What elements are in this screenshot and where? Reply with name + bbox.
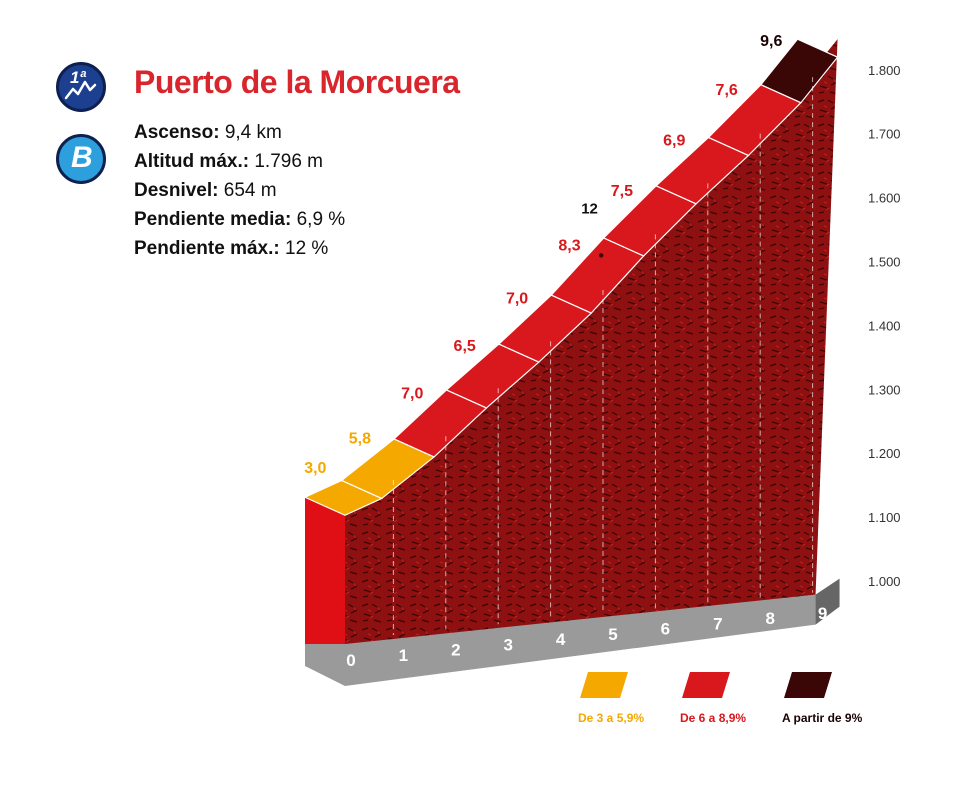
max-gradient-label: 12 xyxy=(581,200,598,217)
km-tick-label-5: 5 xyxy=(608,625,617,644)
gradient-label-4: 7,0 xyxy=(506,291,528,308)
legend-swatch-medium xyxy=(682,672,730,698)
elevation-tick-label-1.600: 1.600 xyxy=(868,191,901,206)
km-tick-label-8: 8 xyxy=(765,609,774,628)
km-tick-label-9: 9 xyxy=(818,604,827,623)
profile-start-wall xyxy=(305,497,345,644)
climb-stats: Ascenso: 9,4 km Altitud máx.: 1.796 m De… xyxy=(134,118,345,263)
km-tick-label-4: 4 xyxy=(556,630,566,649)
km-tick-label-0: 0 xyxy=(346,651,355,670)
legend-swatch-hard xyxy=(784,672,832,698)
gradient-label-5: 8,3 xyxy=(558,238,580,255)
gradient-label-7: 6,9 xyxy=(663,133,685,150)
gradient-label-2: 7,0 xyxy=(401,385,423,402)
gradient-label-1: 5,8 xyxy=(349,431,371,448)
category-badge-label: 1ª xyxy=(70,68,86,87)
legend-label-hard: A partir de 9% xyxy=(782,711,863,725)
stat-elevation-gain: Desnivel: 654 m xyxy=(134,180,277,201)
stat-max-gradient: Pendiente máx.: 12 % xyxy=(134,238,329,259)
max-gradient-dot xyxy=(599,253,604,258)
legend-label-easy: De 3 a 5,9% xyxy=(578,711,644,725)
gradient-segment-9 xyxy=(759,38,839,104)
km-tick-label-6: 6 xyxy=(661,620,670,639)
elevation-tick-label-1.700: 1.700 xyxy=(868,127,901,142)
elevation-tick-label-1.800: 1.800 xyxy=(868,63,901,78)
elevation-tick-label-1.100: 1.100 xyxy=(868,510,901,525)
climb-title: Puerto de la Morcuera xyxy=(134,64,460,100)
gradient-label-0: 3,0 xyxy=(304,460,326,477)
gradient-label-8: 7,6 xyxy=(716,82,738,99)
stat-ascent: Ascenso: 9,4 km xyxy=(134,122,282,143)
category-badge: 1ª xyxy=(56,62,106,112)
stage-letter: B xyxy=(71,141,93,174)
stat-average-gradient: Pendiente media: 6,9 % xyxy=(134,209,346,230)
gradient-label-9: 9,6 xyxy=(760,33,782,50)
elevation-tick-label-1.300: 1.300 xyxy=(868,382,901,397)
km-tick-label-7: 7 xyxy=(713,614,722,633)
km-tick-label-2: 2 xyxy=(451,641,460,660)
gradient-label-6: 7,5 xyxy=(611,183,633,200)
legend-swatch-easy xyxy=(580,672,628,698)
elevation-tick-label-1.000: 1.000 xyxy=(868,574,901,589)
elevation-tick-label-1.500: 1.500 xyxy=(868,255,901,270)
gradient-label-3: 6,5 xyxy=(454,338,476,355)
profile-base-side xyxy=(815,578,840,625)
km-tick-label-1: 1 xyxy=(399,646,408,665)
stage-letter-badge: B xyxy=(56,134,106,184)
elevation-tick-label-1.200: 1.200 xyxy=(868,446,901,461)
stat-max-altitude: Altitud máx.: 1.796 m xyxy=(134,151,323,172)
legend-label-medium: De 6 a 8,9% xyxy=(680,711,746,725)
mountain-icon xyxy=(64,80,97,100)
km-tick-label-3: 3 xyxy=(503,635,512,654)
profile-face xyxy=(345,39,838,644)
elevation-tick-label-1.400: 1.400 xyxy=(868,318,901,333)
profile-base xyxy=(305,594,816,686)
